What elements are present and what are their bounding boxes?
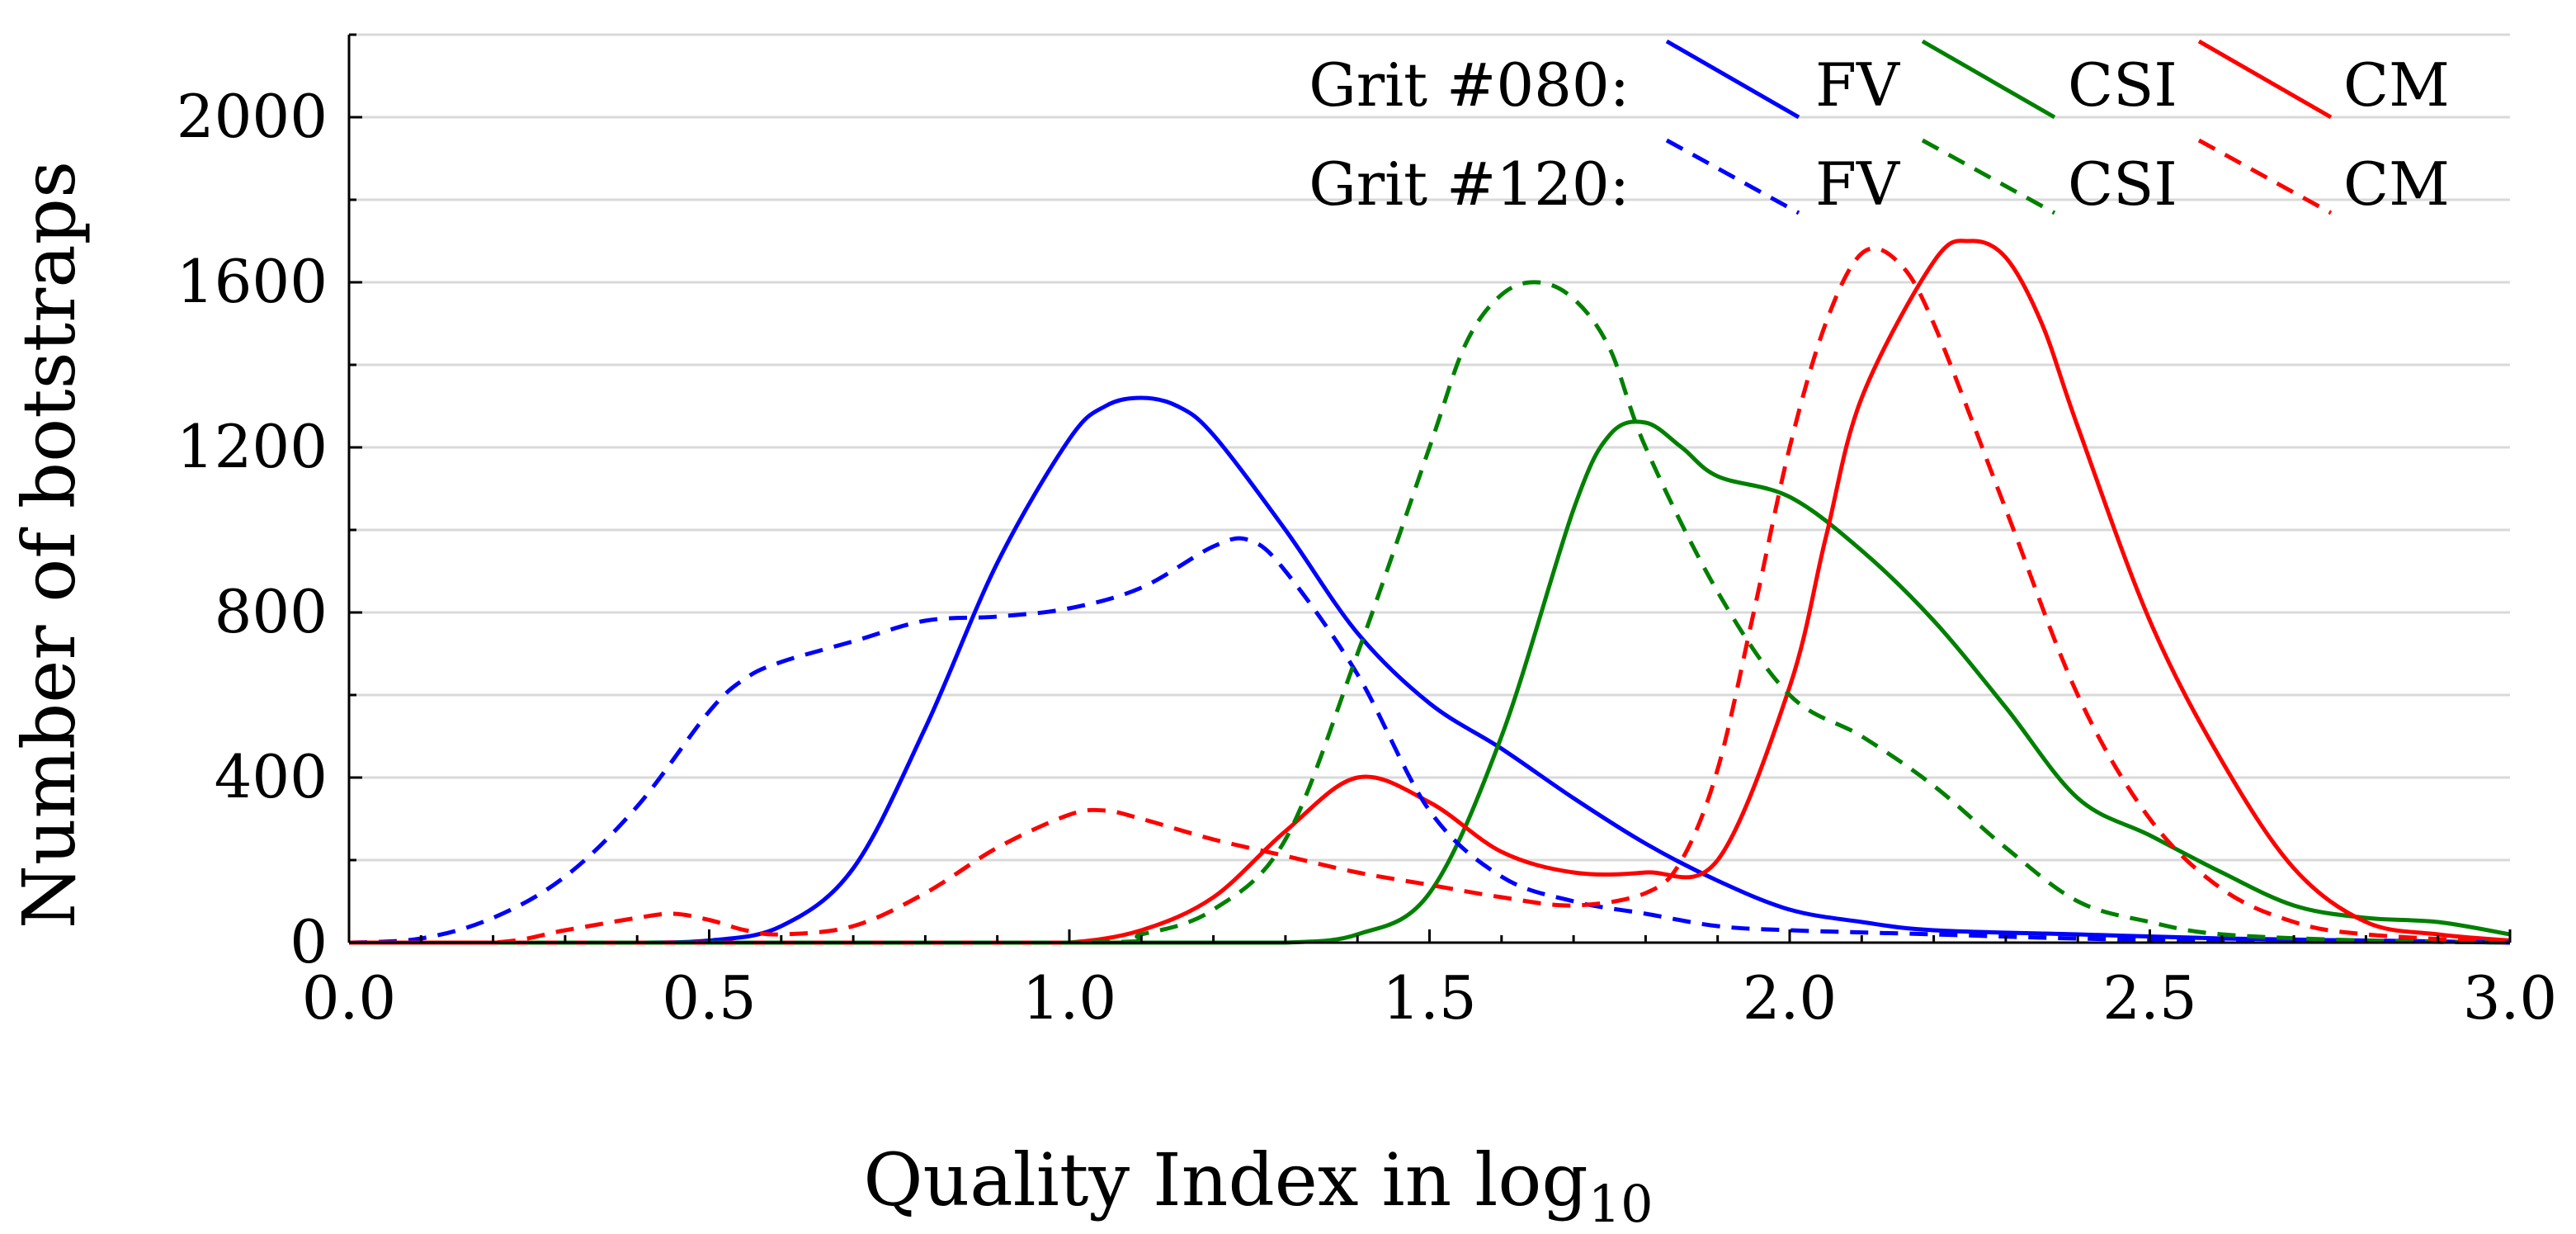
legend-row-label-grit-120: Grit #120: bbox=[1309, 149, 1630, 219]
y-tick-label-400: 400 bbox=[215, 742, 328, 811]
x-tick-label-1.5: 1.5 bbox=[1382, 963, 1477, 1033]
x-tick-label-2.0: 2.0 bbox=[1743, 963, 1838, 1033]
y-tick-label-1200: 1200 bbox=[177, 412, 328, 481]
legend-entry-fv-solid: FV bbox=[1815, 50, 1901, 120]
y-tick-label-0: 0 bbox=[290, 907, 328, 976]
x-tick-label-0.0: 0.0 bbox=[302, 963, 397, 1033]
legend-swatch-csi-dashed bbox=[1921, 138, 2056, 215]
x-tick-label-3.0: 3.0 bbox=[2463, 963, 2558, 1033]
legend-entry-cm-dashed: CM bbox=[2343, 149, 2450, 219]
x-tick-label-0.5: 0.5 bbox=[662, 963, 757, 1033]
series-line-fv-grit-080 bbox=[348, 395, 2511, 945]
series-line-fv-grit-120 bbox=[348, 536, 2511, 945]
legend-swatch-cm-dashed bbox=[2197, 138, 2333, 215]
x-axis-title-subscript: 10 bbox=[1588, 1174, 1654, 1234]
y-tick-label-800: 800 bbox=[215, 577, 328, 646]
y-tick-labels: 0 400 800 1200 1600 2000 bbox=[177, 82, 328, 976]
legend: Grit #080: Grit #120: FV CSI CM FV CSI C… bbox=[1309, 39, 2450, 219]
legend-swatch-fv-dashed bbox=[1665, 138, 1800, 215]
x-axis-title-main: Quality Index in log bbox=[863, 1137, 1588, 1222]
series-line-csi-grit-080 bbox=[348, 419, 2511, 945]
legend-row-label-grit-080: Grit #080: bbox=[1309, 50, 1630, 120]
series-lines bbox=[348, 239, 2511, 945]
series-line-cm-grit-120 bbox=[348, 246, 2511, 945]
series-line-cm-grit-080 bbox=[348, 239, 2511, 945]
legend-swatch-csi-solid bbox=[1921, 39, 2056, 120]
y-axis-title: Number of botstraps bbox=[7, 161, 92, 929]
y-tick-label-2000: 2000 bbox=[177, 82, 328, 151]
legend-swatch-fv-solid bbox=[1665, 39, 1800, 120]
legend-entry-csi-solid: CSI bbox=[2068, 50, 2177, 120]
legend-entry-csi-dashed: CSI bbox=[2068, 149, 2177, 219]
x-axis-title: Quality Index in log10 bbox=[863, 1137, 1653, 1234]
x-tick-label-1.0: 1.0 bbox=[1022, 963, 1117, 1033]
y-tick-label-1600: 1600 bbox=[177, 247, 328, 316]
x-tick-label-2.5: 2.5 bbox=[2102, 963, 2197, 1033]
series-line-csi-grit-120 bbox=[348, 280, 2511, 945]
legend-swatch-cm-solid bbox=[2197, 39, 2333, 120]
ticks bbox=[347, 33, 2512, 944]
x-tick-labels: 0.0 0.5 1.0 1.5 2.0 2.5 3.0 bbox=[302, 963, 2558, 1033]
legend-entry-cm-solid: CM bbox=[2343, 50, 2450, 120]
legend-entry-fv-dashed: FV bbox=[1815, 149, 1901, 219]
